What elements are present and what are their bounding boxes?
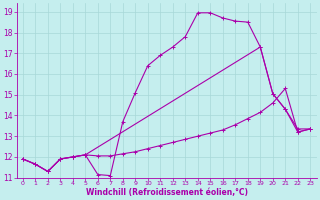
X-axis label: Windchill (Refroidissement éolien,°C): Windchill (Refroidissement éolien,°C) [85, 188, 248, 197]
